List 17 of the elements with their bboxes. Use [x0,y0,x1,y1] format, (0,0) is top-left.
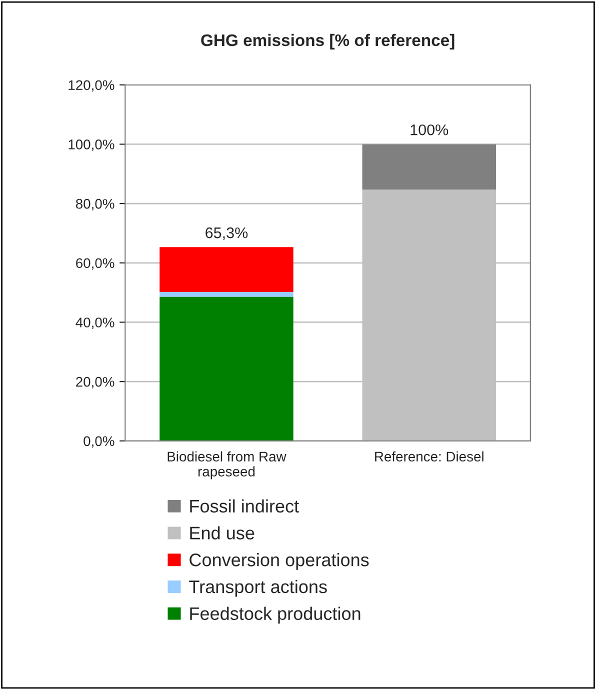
y-tick-label: 80,0% [76,198,114,210]
x-tick-label: Reference: Diesel [375,451,484,462]
total-label: 100% [410,124,448,136]
legend-label: Conversion operations [190,553,369,570]
legend-label: Fossil indirect [190,499,299,513]
legend-label: Transport actions [189,580,327,597]
y-tick-label: 60,0% [76,258,114,270]
y-tick-label: 40,0% [76,318,114,330]
y-tick-label: 120,0% [68,80,114,92]
x-tick-label: Biodiesel from Raw rapeseed [168,451,286,480]
chart-title: GHG emissions [% of reference] [201,34,454,50]
legend-label: End use [190,526,254,540]
total-label: 65,3% [206,227,248,240]
y-tick-label: 100,0% [68,140,114,152]
y-tick-label: 20,0% [76,376,114,388]
y-tick-label: 0,0% [84,436,114,448]
legend-label: Feedstock production [190,606,360,624]
